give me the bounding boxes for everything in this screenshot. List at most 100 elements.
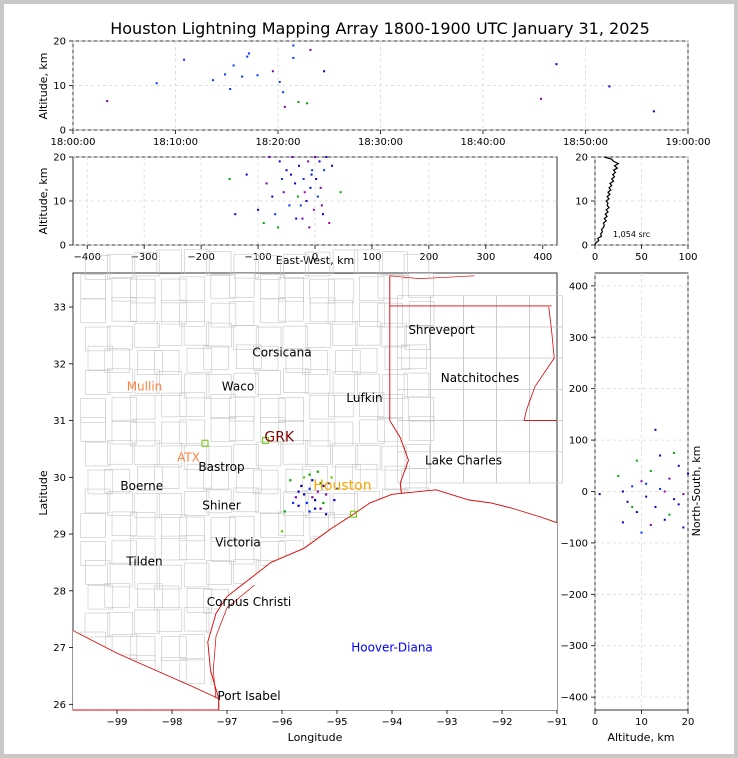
lightning-source-point <box>654 505 657 508</box>
lightning-source-point <box>631 505 634 508</box>
county-outline <box>255 488 281 514</box>
y-tick-label: 30 <box>53 473 66 484</box>
county-outline <box>156 607 183 632</box>
barrier-islands <box>212 584 255 699</box>
altitude-ns-points <box>598 428 689 534</box>
county-outline <box>87 584 114 610</box>
county-outline <box>137 583 163 608</box>
county-outline <box>210 302 237 328</box>
lightning-source-point <box>308 487 311 490</box>
county-outline <box>111 540 137 565</box>
ew-altitude-ylabel: Altitude, km <box>37 167 50 234</box>
x-tick-label: 0 <box>312 252 318 263</box>
county-outline <box>355 320 381 346</box>
county-outline <box>229 515 255 541</box>
county-outline <box>206 251 232 276</box>
county-outline <box>104 348 130 373</box>
county-outline <box>80 417 106 442</box>
county-outline <box>85 560 111 585</box>
city-label: Lufkin <box>346 391 382 405</box>
county-outline <box>129 421 156 447</box>
x-tick-label: 18:00:00 <box>51 137 96 148</box>
city-label: Tilden <box>125 554 162 568</box>
county-outline <box>80 398 106 423</box>
lightning-source-point <box>303 493 306 496</box>
lightning-source-point <box>327 481 330 485</box>
county-outline <box>184 373 210 399</box>
county-outline <box>285 468 312 494</box>
county-outline <box>233 372 259 398</box>
lightning-source-point <box>224 73 227 76</box>
gulf-of-mexico <box>73 489 557 710</box>
county-outline <box>183 491 210 516</box>
lightning-source-point <box>307 160 310 163</box>
lightning-source-point <box>333 499 336 502</box>
county-outline <box>183 445 210 470</box>
lightning-source-point <box>305 200 308 202</box>
lightning-source-point <box>306 102 309 105</box>
lightning-source-point <box>325 493 328 496</box>
lightning-source-point <box>640 531 643 534</box>
lightning-source-point <box>228 178 231 180</box>
lightning-source-point <box>645 495 648 498</box>
county-outline <box>134 251 160 277</box>
lightning-source-point <box>316 195 319 198</box>
county-outline <box>129 538 156 563</box>
lightning-source-point <box>316 470 319 473</box>
county-outline <box>134 609 160 635</box>
county-outline <box>255 326 282 352</box>
lightning-source-point <box>608 85 611 88</box>
county-outline <box>255 255 281 280</box>
x-tick-label: 0 <box>592 252 598 263</box>
lightning-source-point <box>320 204 323 207</box>
y-tick-label: 100 <box>569 436 588 447</box>
x-tick-label: −98 <box>161 717 182 728</box>
x-tick-label: −95 <box>326 717 347 728</box>
lightning-source-point <box>315 178 318 180</box>
county-outline <box>161 299 187 325</box>
y-tick-label: 27 <box>53 643 66 654</box>
lightning-source-point <box>300 484 303 488</box>
city-label: Victoria <box>215 536 261 550</box>
county-outline <box>332 442 358 468</box>
county-outline <box>302 466 328 491</box>
lightning-source-point <box>234 213 237 216</box>
ew-altitude-y-ticks: 0 10 20 <box>53 153 73 252</box>
county-outline <box>302 350 328 375</box>
county-outline <box>161 421 187 447</box>
lightning-source-point <box>280 178 283 180</box>
map-ylabel: Latitude <box>37 470 50 516</box>
x-tick-label: 50 <box>635 252 648 263</box>
x-tick-label: 18:50:00 <box>563 137 608 148</box>
county-outline <box>377 274 404 299</box>
lightning-source-point <box>322 501 325 505</box>
county-outline <box>107 491 133 516</box>
lightning-source-point <box>663 490 666 493</box>
altitude-ns-xlabel: Altitude, km <box>607 731 674 744</box>
y-tick-label: 28 <box>53 586 66 597</box>
county-outline <box>129 297 156 323</box>
lightning-source-point <box>659 487 662 490</box>
county-outline <box>129 512 156 537</box>
texas-louisiana-border <box>389 275 409 494</box>
county-outline <box>156 564 183 590</box>
lma-station-marker <box>350 510 357 518</box>
county-outline <box>179 659 205 685</box>
county-outline <box>179 516 205 542</box>
lightning-source-point <box>311 479 314 482</box>
county-outline <box>134 323 160 348</box>
county-outline <box>358 392 385 417</box>
county-outline <box>233 253 260 279</box>
lightning-source-point <box>682 526 685 529</box>
lightning-source-point <box>106 100 109 103</box>
county-outline <box>404 444 430 469</box>
y-tick-label: 10 <box>53 197 66 208</box>
lightning-source-point <box>262 222 265 224</box>
county-outline <box>84 488 111 514</box>
county-outline <box>137 466 163 491</box>
lightning-source-point <box>621 490 624 493</box>
county-outline <box>327 299 354 325</box>
city-label: Houston <box>313 478 371 494</box>
source-count-annotation: 1,054 src <box>613 230 650 239</box>
lightning-source-point <box>278 160 281 163</box>
